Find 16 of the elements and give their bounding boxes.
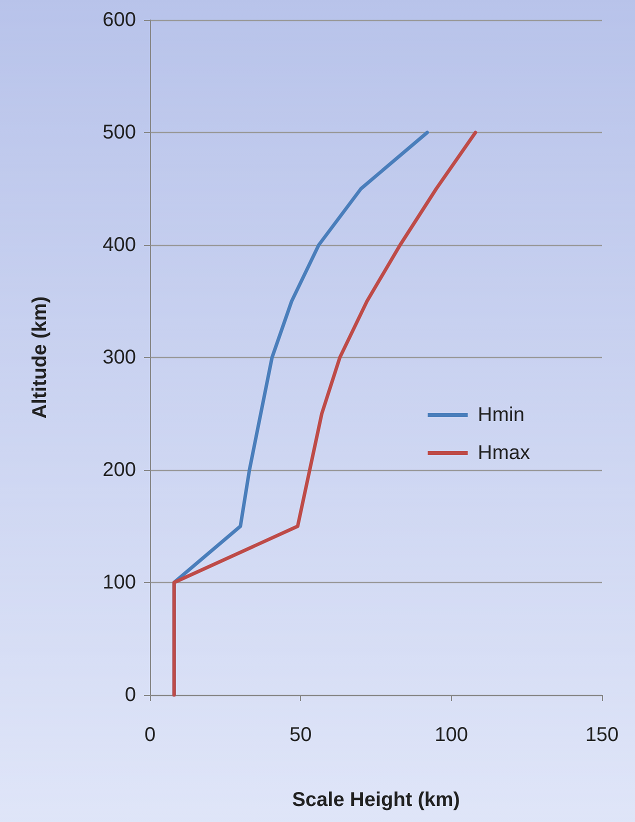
y-tick-label: 100 — [102, 572, 136, 594]
y-tick-label: 200 — [102, 459, 136, 481]
x-tick-label: 50 — [290, 724, 312, 746]
y-axis-title: Altitude (km) — [29, 296, 51, 419]
legend-label: Hmax — [478, 442, 530, 464]
x-axis-title: Scale Height (km) — [292, 789, 460, 811]
line-series — [172, 130, 478, 697]
x-tick-label: 0 — [144, 724, 156, 746]
legend-label: Hmin — [478, 404, 524, 426]
x-tick-label: 150 — [585, 724, 619, 746]
x-tick-label: 100 — [434, 724, 468, 746]
y-tick-label: 400 — [102, 234, 136, 256]
y-tick-label: 300 — [102, 346, 136, 368]
y-tick-label: 600 — [102, 9, 136, 31]
y-tick-label: 500 — [102, 122, 136, 144]
y-tick-label: 0 — [124, 684, 136, 706]
